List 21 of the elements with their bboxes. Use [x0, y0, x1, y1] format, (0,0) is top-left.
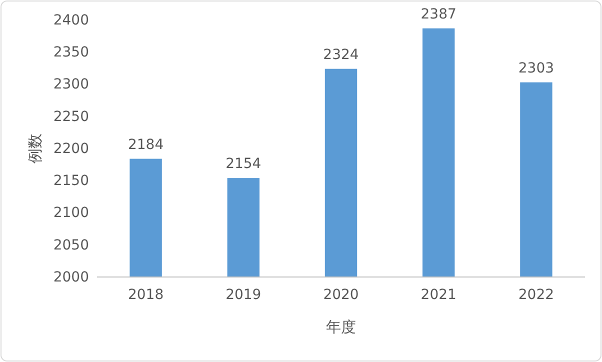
data-label: 2324	[323, 46, 359, 63]
data-label: 2154	[226, 156, 262, 172]
y-tick-label: 2100	[53, 205, 89, 222]
y-tick-label: 2000	[53, 269, 89, 286]
x-axis-title: 年度	[326, 318, 356, 336]
y-tick-label: 2350	[53, 44, 89, 61]
x-tick-label: 2019	[226, 286, 262, 303]
data-label: 2303	[518, 60, 554, 76]
x-tick-label: 2021	[420, 286, 456, 303]
y-tick-label: 2250	[53, 108, 89, 125]
data-label: 2387	[420, 6, 456, 22]
y-tick-label: 2050	[53, 237, 89, 254]
y-tick-label: 2300	[53, 76, 89, 93]
data-label: 2184	[128, 136, 164, 153]
x-tick-label: 2018	[128, 286, 164, 303]
x-tick-label: 2022	[518, 286, 554, 303]
y-tick-label: 2200	[53, 140, 89, 157]
x-tick-label: 2020	[323, 286, 359, 303]
y-axis-title: 例数	[26, 134, 44, 164]
y-tick-label: 2400	[53, 12, 89, 28]
y-tick-label: 2150	[53, 173, 89, 190]
